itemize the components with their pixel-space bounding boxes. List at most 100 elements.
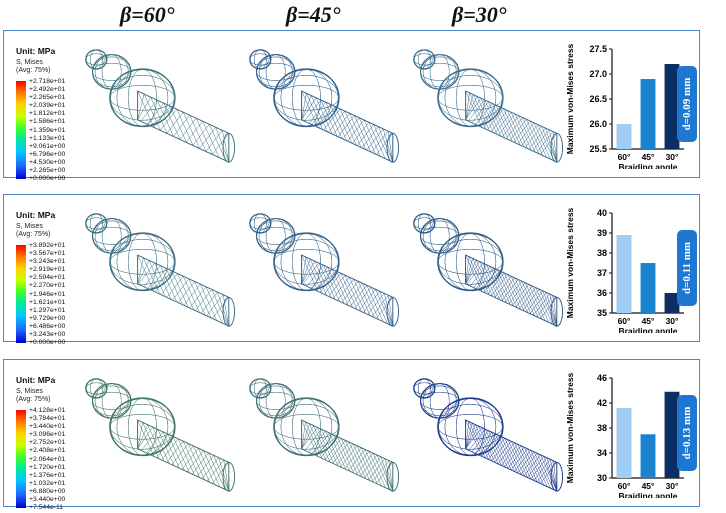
x-axis-label: Braiding angle xyxy=(618,162,677,169)
legend-value: +1.133e+01 xyxy=(29,134,66,142)
legend-averaging: (Avg: 75%) xyxy=(16,67,51,74)
legend-value: +3.096e+01 xyxy=(29,431,66,439)
y-tick-label: 39 xyxy=(597,228,607,238)
stent-bulb xyxy=(109,232,176,292)
stent-model-beta60 xyxy=(85,378,236,492)
bar-0 xyxy=(616,124,632,149)
stent-sphere-large xyxy=(255,54,296,90)
legend-averaging: (Avg: 75%) xyxy=(16,231,51,238)
stent-tube xyxy=(465,90,564,163)
legend-unit: Unit: MPa xyxy=(16,210,56,220)
stress-legend: Unit: MPa S, Mises (Avg: 75%) +4.128e+01… xyxy=(16,375,65,511)
legend-values: +2.718e+01 +2.492e+01 +2.265e+01 +2.039e+01… xyxy=(29,78,65,183)
stent-sphere-small xyxy=(85,213,108,234)
y-tick-label: 38 xyxy=(597,248,607,258)
bar-0 xyxy=(616,408,632,478)
legend-value: +3.440e+01 xyxy=(29,423,66,431)
y-tick-label: 37 xyxy=(597,268,607,278)
stent-model-beta30 xyxy=(413,213,564,327)
stent-model-beta60 xyxy=(85,49,236,163)
y-tick-label: 30 xyxy=(597,473,607,483)
legend-value: +1.586e+01 xyxy=(29,118,66,126)
x-tick-label: 45° xyxy=(642,152,655,162)
legend-value: +1.621e+01 xyxy=(29,298,66,306)
stent-model-beta45 xyxy=(249,378,400,492)
bar-chart-1: Maximum von-Mises stress 25.5 26.0 26.5 27.0… xyxy=(565,43,684,172)
legend-averaging: (Avg: 75%) xyxy=(16,396,51,403)
stress-chart-1: Maximum von-Mises stress 25.5 26.0 26.5 27.0… xyxy=(564,41,692,174)
bar-0 xyxy=(616,235,632,313)
legend-value: +1.032e+01 xyxy=(29,479,66,487)
legend-value: +2.265e+01 xyxy=(29,94,66,102)
stress-legend: Unit: MPa S, Mises (Avg: 75%) +3.892e+01… xyxy=(16,210,65,346)
bar-2 xyxy=(664,293,680,313)
stent-bulb xyxy=(437,232,504,292)
stent-sphere-large xyxy=(419,218,460,254)
stent-bulb xyxy=(273,397,340,457)
stent-tube xyxy=(137,90,236,163)
legend-value: +2.752e+01 xyxy=(29,439,66,447)
legend-value: +9.061e+00 xyxy=(29,142,66,150)
bar-chart-2: Maximum von-Mises stress 35 36 37 38 39 40 60° 4… xyxy=(565,207,684,336)
wire-diameter-label: d=0.09 mm xyxy=(681,77,693,131)
result-panel-1: Unit: MPa S, Mises (Avg: 75%) +2.718e+01… xyxy=(3,30,700,182)
legend-value: +2.594e+01 xyxy=(29,274,66,282)
stent-bulb xyxy=(109,68,176,128)
legend-value: +6.796e+00 xyxy=(29,150,66,158)
stent-tube xyxy=(465,254,564,327)
y-tick-label: 26.0 xyxy=(589,119,607,129)
stent-sphere-large xyxy=(255,383,296,419)
legend-value: +3.567e+01 xyxy=(29,250,66,258)
legend-value: +2.492e+01 xyxy=(29,86,66,94)
result-panel-3: Unit: MPa S, Mises (Avg: 75%) +4.128e+01… xyxy=(3,359,700,511)
stent-sphere-small xyxy=(85,49,108,70)
bar-chart-3: Maximum von-Mises stress 30 34 38 42 46 60° 45°… xyxy=(565,372,684,501)
stent-tube xyxy=(137,419,236,492)
legend-value: +4.530e+00 xyxy=(29,158,66,166)
x-axis-label: Braiding angle xyxy=(618,491,677,498)
stent-model-beta45 xyxy=(249,213,400,327)
legend-value: +7.544e-11 xyxy=(29,504,64,512)
legend-unit: Unit: MPa xyxy=(16,375,56,385)
stent-sphere-large xyxy=(419,383,460,419)
stent-tube xyxy=(137,254,236,327)
bar-1 xyxy=(640,79,656,149)
stent-sphere-small xyxy=(249,49,272,70)
legend-value: +1.359e+01 xyxy=(29,126,66,134)
legend-value: +3.440e+00 xyxy=(29,496,66,504)
legend-value: +3.892e+01 xyxy=(29,242,66,249)
stent-bulb xyxy=(437,68,504,128)
stent-bulb xyxy=(437,397,504,457)
stent-sphere-large xyxy=(91,383,132,419)
legend-value: +3.784e+01 xyxy=(29,415,66,423)
stent-sphere-small xyxy=(413,49,436,70)
wire-diameter-tag: d=0.13 mm xyxy=(677,395,697,471)
legend-value: +3.243e+00 xyxy=(29,331,66,339)
stent-model-beta30 xyxy=(413,378,564,492)
legend-value: +2.265e+00 xyxy=(29,167,66,175)
column-header-beta-60: β=60° xyxy=(120,2,175,27)
x-tick-label: 45° xyxy=(642,481,655,491)
legend-value: +1.720e+01 xyxy=(29,463,66,471)
legend-values: +4.128e+01 +3.784e+01 +3.440e+01 +3.096e+01… xyxy=(29,407,65,512)
legend-value: +1.812e+01 xyxy=(29,110,66,118)
legend-color-bar xyxy=(16,81,26,179)
y-tick-label: 27.0 xyxy=(589,69,607,79)
y-tick-label: 38 xyxy=(597,423,607,433)
stent-sphere-small xyxy=(85,378,108,399)
y-axis-label: Maximum von-Mises stress xyxy=(565,372,575,483)
legend-value: +9.729e+00 xyxy=(29,314,66,322)
y-tick-label: 46 xyxy=(597,373,607,383)
stent-sphere-large xyxy=(255,218,296,254)
legend-values: +3.892e+01 +3.567e+01 +3.243e+01 +2.919e+01… xyxy=(29,242,65,347)
result-panel-2: Unit: MPa S, Mises (Avg: 75%) +3.892e+01… xyxy=(3,194,700,346)
legend-value: +2.064e+01 xyxy=(29,455,66,463)
stent-sphere-large xyxy=(419,54,460,90)
x-axis-label: Braiding angle xyxy=(618,326,677,333)
legend-value: +6.880e+00 xyxy=(29,487,66,495)
x-tick-label: 60° xyxy=(618,481,631,491)
legend-value: +4.128e+01 xyxy=(29,407,66,414)
stent-tube xyxy=(465,419,564,492)
stent-tube xyxy=(301,90,400,163)
y-tick-label: 42 xyxy=(597,398,607,408)
